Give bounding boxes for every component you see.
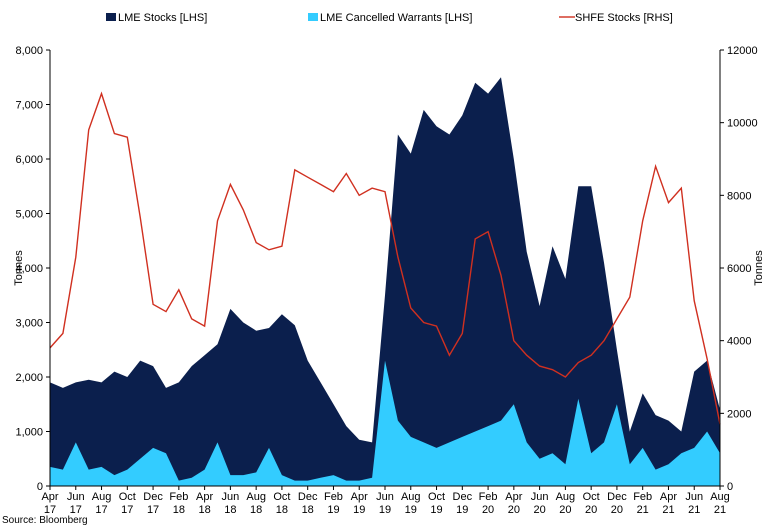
x-tick-label-month: Aug bbox=[246, 491, 266, 503]
x-tick-label-month: Oct bbox=[428, 491, 445, 503]
x-tick-label-year: 20 bbox=[611, 504, 623, 516]
x-tick-label-month: Apr bbox=[351, 491, 368, 503]
x-tick-label-year: 20 bbox=[533, 504, 545, 516]
y-left-tick-label: 0 bbox=[37, 481, 43, 493]
x-tick-label-month: Dec bbox=[143, 491, 163, 503]
legend: LME Stocks [LHS] LME Cancelled Warrants [… bbox=[106, 12, 673, 24]
legend-label: SHFE Stocks [RHS] bbox=[575, 12, 673, 24]
legend-swatch bbox=[308, 13, 318, 21]
x-tick-label-year: 17 bbox=[95, 504, 107, 516]
area-series-1 bbox=[50, 360, 720, 486]
x-tick-label-month: Jun bbox=[67, 491, 85, 503]
x-tick-label-month: Apr bbox=[505, 491, 522, 503]
x-tick-label-month: Jun bbox=[222, 491, 240, 503]
y-left-tick-label: 8,000 bbox=[15, 45, 43, 57]
x-tick-label-month: Dec bbox=[453, 491, 473, 503]
x-tick-label-year: 20 bbox=[482, 504, 494, 516]
x-tick-label-year: 19 bbox=[353, 504, 365, 516]
x-tick-label-year: 19 bbox=[430, 504, 442, 516]
line-series-2 bbox=[49, 91, 721, 425]
x-tick-label-month: Apr bbox=[660, 491, 677, 503]
y-left-tick-label: 4,000 bbox=[15, 263, 43, 275]
line-series-group bbox=[49, 91, 721, 425]
y-right-tick-label: 4000 bbox=[727, 336, 751, 348]
x-tick-label-month: Apr bbox=[41, 491, 58, 503]
x-tick-label-year: 17 bbox=[121, 504, 133, 516]
y-left-tick-label: 7,000 bbox=[15, 100, 43, 112]
x-tick-label-month: Oct bbox=[273, 491, 290, 503]
x-tick-label-month: Oct bbox=[583, 491, 600, 503]
y-right-tick-label: 6000 bbox=[727, 263, 751, 275]
x-tick-label-month: Jun bbox=[531, 491, 549, 503]
x-tick-label-month: Aug bbox=[92, 491, 112, 503]
source-note: Source: Bloomberg bbox=[2, 515, 88, 526]
x-tick-label-year: 19 bbox=[405, 504, 417, 516]
y-left-tick-label: 6,000 bbox=[15, 154, 43, 166]
y-right-tick-label: 2000 bbox=[727, 408, 751, 420]
x-tick-label-month: Dec bbox=[607, 491, 627, 503]
x-tick-label-year: 17 bbox=[44, 504, 56, 516]
x-tick-label-year: 18 bbox=[302, 504, 314, 516]
x-tick-label-year: 18 bbox=[173, 504, 185, 516]
x-tick-label-month: Aug bbox=[401, 491, 421, 503]
x-tick-label-year: 19 bbox=[327, 504, 339, 516]
y-right-tick-label: 0 bbox=[727, 481, 733, 493]
x-tick-label-year: 21 bbox=[662, 504, 674, 516]
x-tick-label-year: 17 bbox=[70, 504, 82, 516]
y-right-axis-title: Tonnes bbox=[753, 250, 765, 286]
y-left-tick-label: 2,000 bbox=[15, 372, 43, 384]
x-tick-label-year: 20 bbox=[585, 504, 597, 516]
x-tick-label-year: 18 bbox=[276, 504, 288, 516]
x-tick-label-month: Jun bbox=[376, 491, 394, 503]
axes-group: 0 1,000 2,000 3,000 4,000 5,000 6,000 7,000 8,00… bbox=[13, 45, 765, 516]
y-right-tick-label: 12000 bbox=[727, 45, 758, 57]
y-right-tick-label: 10000 bbox=[727, 118, 758, 130]
legend-label: LME Stocks [LHS] bbox=[118, 12, 207, 24]
x-tick-label-month: Feb bbox=[324, 491, 343, 503]
x-tick-label-year: 17 bbox=[147, 504, 159, 516]
x-tick-label-year: 20 bbox=[508, 504, 520, 516]
x-tick-label-year: 21 bbox=[688, 504, 700, 516]
x-tick-label-month: Aug bbox=[710, 491, 730, 503]
x-tick-label-month: Dec bbox=[298, 491, 318, 503]
y-right-tick-label: 8000 bbox=[727, 190, 751, 202]
x-tick-label-month: Feb bbox=[479, 491, 498, 503]
legend-swatch bbox=[106, 13, 116, 21]
x-tick-label-year: 19 bbox=[456, 504, 468, 516]
area-series-group bbox=[50, 77, 720, 487]
x-tick-label-month: Apr bbox=[196, 491, 213, 503]
x-tick-label-year: 21 bbox=[637, 504, 649, 516]
y-left-tick-label: 3,000 bbox=[15, 318, 43, 330]
x-tick-label-year: 18 bbox=[250, 504, 262, 516]
x-tick-label-year: 20 bbox=[559, 504, 571, 516]
x-tick-label-month: Feb bbox=[633, 491, 652, 503]
y-left-tick-label: 5,000 bbox=[15, 209, 43, 221]
x-tick-label-year: 21 bbox=[714, 504, 726, 516]
x-tick-label-year: 19 bbox=[379, 504, 391, 516]
y-left-tick-label: 1,000 bbox=[15, 427, 43, 439]
area-series-0 bbox=[50, 77, 720, 487]
legend-label: LME Cancelled Warrants [LHS] bbox=[320, 12, 472, 24]
x-tick-label-month: Oct bbox=[119, 491, 136, 503]
y-left-axis-title: Tonnes bbox=[13, 250, 25, 286]
x-tick-label-year: 18 bbox=[224, 504, 236, 516]
x-tick-label-year: 18 bbox=[198, 504, 210, 516]
x-tick-label-month: Aug bbox=[556, 491, 576, 503]
x-tick-label-month: Jun bbox=[685, 491, 703, 503]
x-tick-label-month: Feb bbox=[169, 491, 188, 503]
